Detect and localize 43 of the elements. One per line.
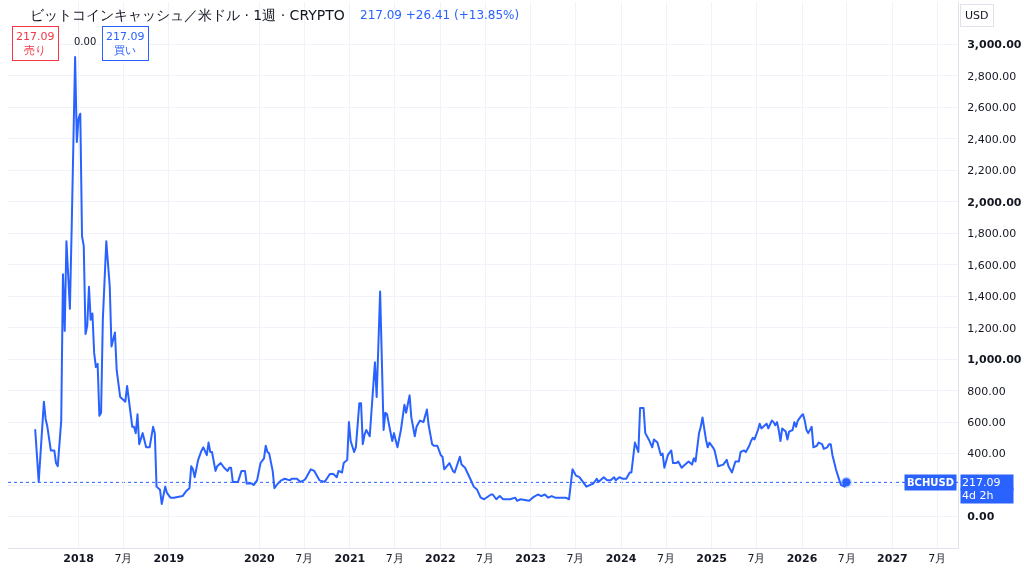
x-tick-label: 7月 [747,552,766,566]
x-tick-label: 2027 [877,552,908,566]
y-tick-label: 2,200.00 [967,164,1017,178]
text: 217.09 [962,476,1001,489]
x-tick-label: 2018 [63,552,94,566]
y-tick-label: 1,000.00 [967,353,1022,367]
y-tick-label: 2,600.00 [967,101,1017,115]
x-tick-label: 7月 [385,552,404,566]
y-tick-label: 0.00 [967,510,995,524]
x-tick-label: 7月 [114,552,133,566]
y-tick-label: 800.00 [967,384,1006,398]
ref-line-label: BCHUSD [907,477,954,488]
x-tick-label: 2026 [786,552,818,566]
x-tick-label: 7月 [566,552,585,566]
x-tick-label: 2019 [153,552,185,566]
y-tick-label: 1,600.00 [967,258,1017,272]
x-tick-label: 2022 [424,552,456,566]
x-tick-label: 2021 [334,552,366,566]
y-axis-title: USD [965,9,989,22]
y-tick-label: 2,800.00 [967,69,1017,83]
x-tick-label: 2024 [605,552,637,566]
x-tick-label: 7月 [928,552,947,566]
y-tick-label: 1,400.00 [967,290,1017,304]
y-tick-label: 400.00 [967,447,1006,461]
x-tick-label: 2025 [696,552,727,566]
chart-title: ビットコインキャッシュ／米ドル · 1週 · CRYPTO [30,6,345,23]
y-tick-label: 2,400.00 [967,132,1017,146]
text: 4d 2h [962,489,994,502]
y-tick-label: 1,800.00 [967,227,1017,241]
x-tick-label: 2023 [515,552,546,566]
x-tick-label: 7月 [657,552,676,566]
y-tick-label: 3,000.00 [967,38,1022,52]
x-tick-label: 7月 [295,552,314,566]
x-tick-label: 2020 [243,552,275,566]
text: 217.09 +26.41 (+13.85%) [360,8,520,22]
annotation: 217.09 売り [16,30,55,58]
x-tick-label: 7月 [476,552,495,566]
x-tick-label: 7月 [837,552,856,566]
y-tick-label: 600.00 [967,415,1006,429]
annotation: 217.09 買い [106,30,145,58]
annotation: 0.00 [74,36,97,47]
y-tick-label: 2,000.00 [967,195,1022,209]
y-tick-label: 1,200.00 [967,321,1017,335]
